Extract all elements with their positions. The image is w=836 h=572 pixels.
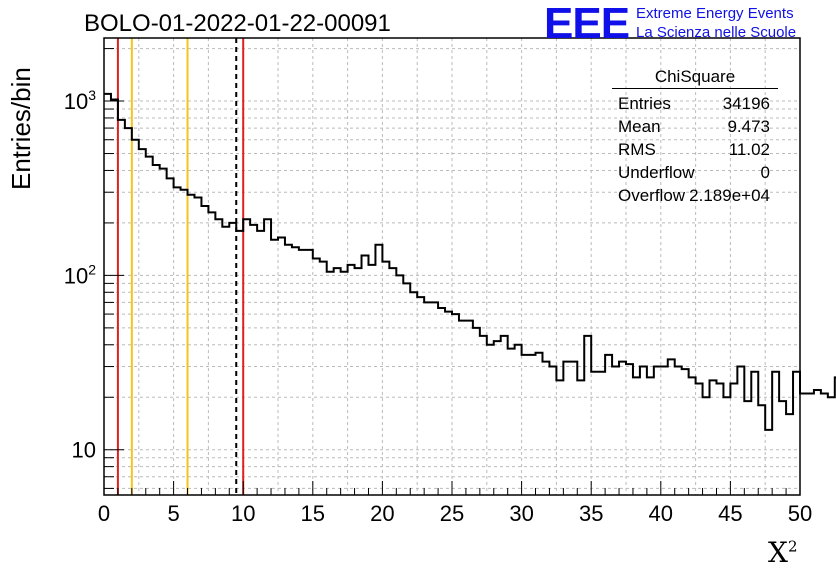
x-tick-label: 15 [301, 501, 325, 526]
x-tick-label: 50 [788, 501, 812, 526]
stats-row-overflow: Overflow 2.189e+04 [612, 184, 778, 207]
stats-label: Mean [618, 117, 661, 136]
x-tick-label: 45 [718, 501, 742, 526]
x-axis-label-symbol: X [768, 536, 788, 569]
x-tick-label: 40 [649, 501, 673, 526]
y-tick-label-base: 10 [64, 263, 88, 288]
marker-lines [116, 38, 245, 495]
x-tick-label: 25 [440, 501, 464, 526]
y-tick-label: 102 [64, 261, 96, 288]
stats-row-entries: Entries 34196 [612, 92, 778, 115]
logo-caption: Extreme Energy Events La Scienza nelle S… [636, 4, 796, 42]
y-axis-label: Entries/bin [6, 67, 36, 190]
stats-row-underflow: Underflow 0 [612, 161, 778, 184]
x-tick-label: 5 [167, 501, 179, 526]
eee-logo: EEE [544, 0, 630, 48]
x-axis-label: X2 [768, 536, 797, 569]
y-tick-label-base: 10 [64, 89, 88, 114]
stats-label: Overflow [618, 186, 686, 205]
logo-caption-line-2: La Scienza nelle Scuole [636, 24, 797, 41]
stats-box: ChiSquare Entries 34196 Mean 9.473 RMS 1… [612, 66, 778, 207]
y-tick-label: 103 [64, 87, 96, 114]
stats-label: Entries [618, 94, 671, 113]
y-tick-label-exponent: 3 [88, 87, 96, 103]
histogram-step-line [104, 92, 836, 431]
stats-row-rms: RMS 11.02 [612, 138, 778, 161]
x-tick-label: 10 [231, 501, 255, 526]
stats-title: ChiSquare [612, 66, 778, 89]
x-tick-label: 20 [370, 501, 394, 526]
stats-value: 11.02 [728, 140, 770, 159]
x-axis-label-exponent: 2 [787, 537, 798, 556]
y-tick-label: 10 [72, 438, 96, 463]
y-tick-label-exponent: 2 [88, 261, 96, 277]
y-tick-label-base: 10 [72, 438, 96, 463]
x-tick-label: 0 [98, 501, 110, 526]
stats-value: 2.189e+04 [689, 186, 770, 205]
stats-row-mean: Mean 9.473 [612, 115, 778, 138]
x-axis-ticks: 0 5 10 15 20 25 30 35 40 45 50 [98, 481, 812, 526]
stats-value: 9.473 [727, 117, 770, 136]
stats-label: Underflow [618, 163, 695, 182]
stats-value: 0 [760, 163, 770, 182]
stats-label: RMS [618, 140, 656, 159]
histogram [104, 92, 836, 431]
x-tick-label: 35 [579, 501, 603, 526]
logo-caption-line-1: Extreme Energy Events [636, 5, 794, 22]
stats-value: 34196 [722, 94, 770, 113]
chart-title: BOLO-01-2022-01-22-00091 [84, 10, 391, 37]
x-tick-label: 30 [509, 501, 533, 526]
